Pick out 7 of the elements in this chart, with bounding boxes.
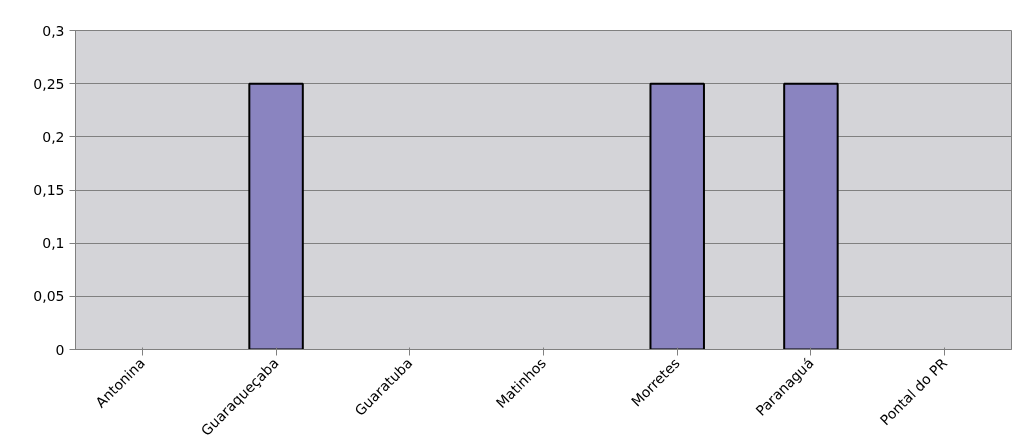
y-tick-label: 0,05 <box>33 288 65 305</box>
y-tick-label: 0,3 <box>42 22 65 39</box>
y-tick-label: 0 <box>55 341 65 358</box>
y-tick-label: 0,2 <box>42 128 65 145</box>
y-tick-label: 0,15 <box>33 182 65 198</box>
y-tick-label: 0,1 <box>42 235 65 252</box>
y-tick-label: 0,25 <box>33 75 65 92</box>
